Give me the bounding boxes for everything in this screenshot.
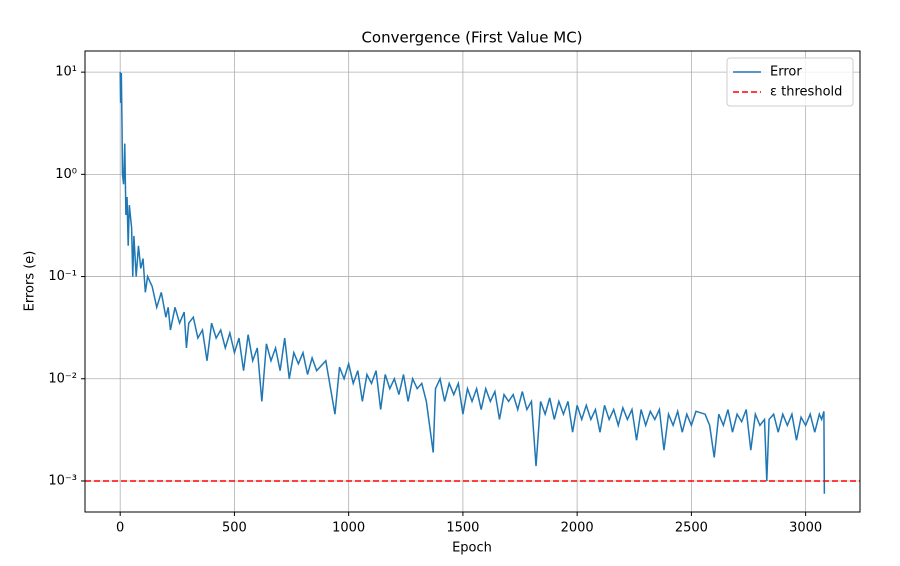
x-tick-label: 0: [116, 521, 124, 536]
legend-box: [726, 57, 854, 107]
x-tick-label: 1000: [332, 521, 365, 536]
y-tick-label: 10⁻¹: [48, 269, 77, 284]
legend-label: Error: [770, 65, 802, 80]
x-tick-label: 2500: [675, 521, 708, 536]
y-tick-label: 10⁰: [55, 167, 77, 182]
x-axis-label: Epoch: [452, 541, 492, 556]
data-line: [119, 72, 826, 494]
y-axis-label: Errors (e): [23, 251, 38, 312]
x-tick-label: 1500: [446, 521, 479, 536]
y-tick-label: 10¹: [55, 65, 77, 80]
chart-title: Convergence (First Value MC): [361, 29, 582, 47]
y-tick-label: 10⁻²: [48, 371, 77, 386]
plot-frame: [84, 50, 861, 513]
y-tick-label: 10⁻³: [48, 473, 77, 488]
x-tick-label: 3000: [789, 521, 822, 536]
legend-label: ε threshold: [770, 85, 842, 100]
x-tick-label: 500: [222, 521, 247, 536]
x-tick-label: 2000: [561, 521, 594, 536]
